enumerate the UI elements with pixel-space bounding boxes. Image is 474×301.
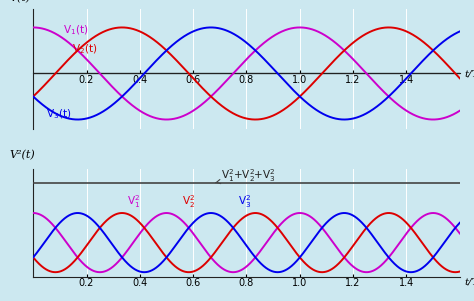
Text: V²(t): V²(t): [10, 150, 36, 160]
Text: V$_2$(t): V$_2$(t): [72, 42, 97, 56]
Text: V$_1^2$+V$_2^2$+V$_3^2$: V$_1^2$+V$_2^2$+V$_3^2$: [215, 167, 276, 184]
Text: t/T: t/T: [464, 70, 474, 79]
Text: V$_1^2$: V$_1^2$: [127, 193, 140, 209]
Text: t/T: t/T: [464, 278, 474, 287]
Text: V$_3$(t): V$_3$(t): [46, 107, 71, 121]
Text: V$_3^2$: V$_3^2$: [238, 193, 251, 209]
Text: V$_1$(t): V$_1$(t): [63, 23, 88, 37]
Text: V(t): V(t): [10, 0, 31, 3]
Text: V$_2^2$: V$_2^2$: [182, 193, 196, 209]
